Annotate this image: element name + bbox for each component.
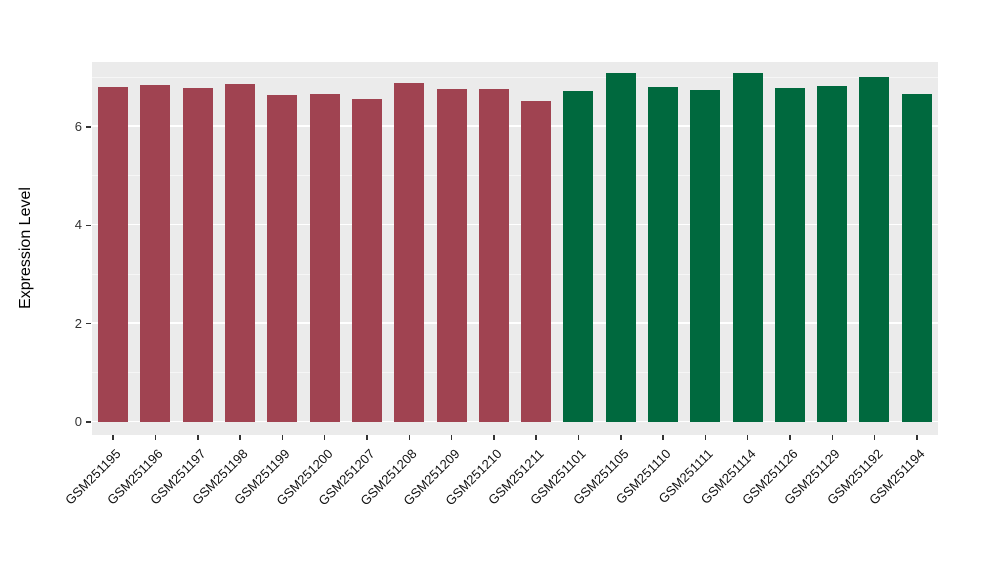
bar-slot [853, 62, 895, 435]
minor-gridline [92, 76, 938, 78]
bar-GSM251111 [690, 89, 721, 422]
bar-GSM251196 [140, 84, 171, 422]
x-tick-mark [197, 435, 199, 440]
major-gridline [92, 322, 938, 324]
x-tick-mark [493, 435, 495, 440]
bar-slot [388, 62, 430, 435]
bar-GSM251195 [98, 86, 129, 422]
y-tick-mark [86, 224, 91, 227]
x-tick-mark [408, 435, 410, 440]
x-tick-mark [916, 435, 918, 440]
bar-GSM251129 [817, 85, 848, 422]
y-tick-label: 2 [74, 315, 82, 331]
bar-GSM251192 [859, 76, 890, 422]
bar-GSM251208 [394, 82, 425, 422]
bar-GSM251194 [901, 94, 932, 422]
x-tick-mark [577, 435, 580, 440]
y-tick-label: 4 [74, 217, 82, 233]
bar-slot [177, 62, 219, 435]
x-tick-mark [239, 435, 241, 440]
minor-gridline [92, 273, 938, 275]
bar-GSM251207 [351, 98, 382, 422]
bar-GSM251126 [774, 87, 805, 422]
bar-GSM251200 [309, 94, 340, 422]
bar-slot [896, 62, 938, 435]
x-tick-mark [112, 435, 114, 440]
major-gridline [92, 223, 938, 226]
bar-slot [261, 62, 303, 435]
major-gridline [92, 125, 938, 127]
y-tick-label: 0 [74, 414, 82, 429]
bar-GSM251210 [478, 88, 509, 422]
bar-GSM251198 [225, 83, 256, 422]
x-tick-mark [323, 435, 326, 440]
bar-GSM251105 [605, 72, 636, 422]
x-tick-mark [620, 435, 622, 440]
bar-GSM251197 [182, 87, 213, 422]
minor-gridline [92, 175, 938, 177]
bar-slot [600, 62, 642, 435]
x-tick-mark [704, 435, 707, 440]
x-tick-mark [873, 435, 876, 440]
bar-slot [219, 62, 261, 435]
x-tick-mark [154, 435, 157, 440]
bar-GSM251114 [732, 72, 763, 422]
bar-slot [642, 62, 684, 435]
y-axis-title: Expression Level [17, 187, 34, 309]
major-gridline [92, 420, 938, 422]
y-tick-mark [86, 322, 91, 325]
x-tick-mark [746, 435, 749, 440]
bar-GSM251209 [436, 88, 467, 422]
bar-slot [346, 62, 388, 435]
x-tick-mark [450, 435, 453, 440]
y-tick-label: 6 [74, 118, 82, 134]
bar-slot [92, 62, 134, 435]
y-tick-mark [86, 421, 91, 423]
minor-gridline [92, 371, 938, 373]
bar-slot [726, 62, 768, 435]
bar-slot [430, 62, 472, 435]
x-tick-mark [366, 435, 368, 440]
y-tick-mark [86, 126, 91, 128]
bar-GSM251199 [267, 95, 298, 422]
bars [92, 62, 938, 435]
plot-panel [92, 62, 938, 435]
x-tick-mark [831, 435, 833, 440]
x-tick-mark [662, 435, 664, 440]
bar-GSM251101 [563, 91, 594, 422]
bar-slot [769, 62, 811, 435]
bar-slot [811, 62, 853, 435]
bar-slot [684, 62, 726, 435]
bar-slot [557, 62, 599, 435]
bar-GSM251211 [521, 100, 552, 422]
x-tick-mark [281, 435, 284, 440]
bar-GSM251110 [648, 86, 678, 422]
bar-slot [473, 62, 515, 435]
bar-slot [515, 62, 557, 435]
x-tick-mark [789, 435, 791, 440]
bar-slot [303, 62, 345, 435]
x-tick-mark [535, 435, 537, 440]
bar-slot [134, 62, 176, 435]
